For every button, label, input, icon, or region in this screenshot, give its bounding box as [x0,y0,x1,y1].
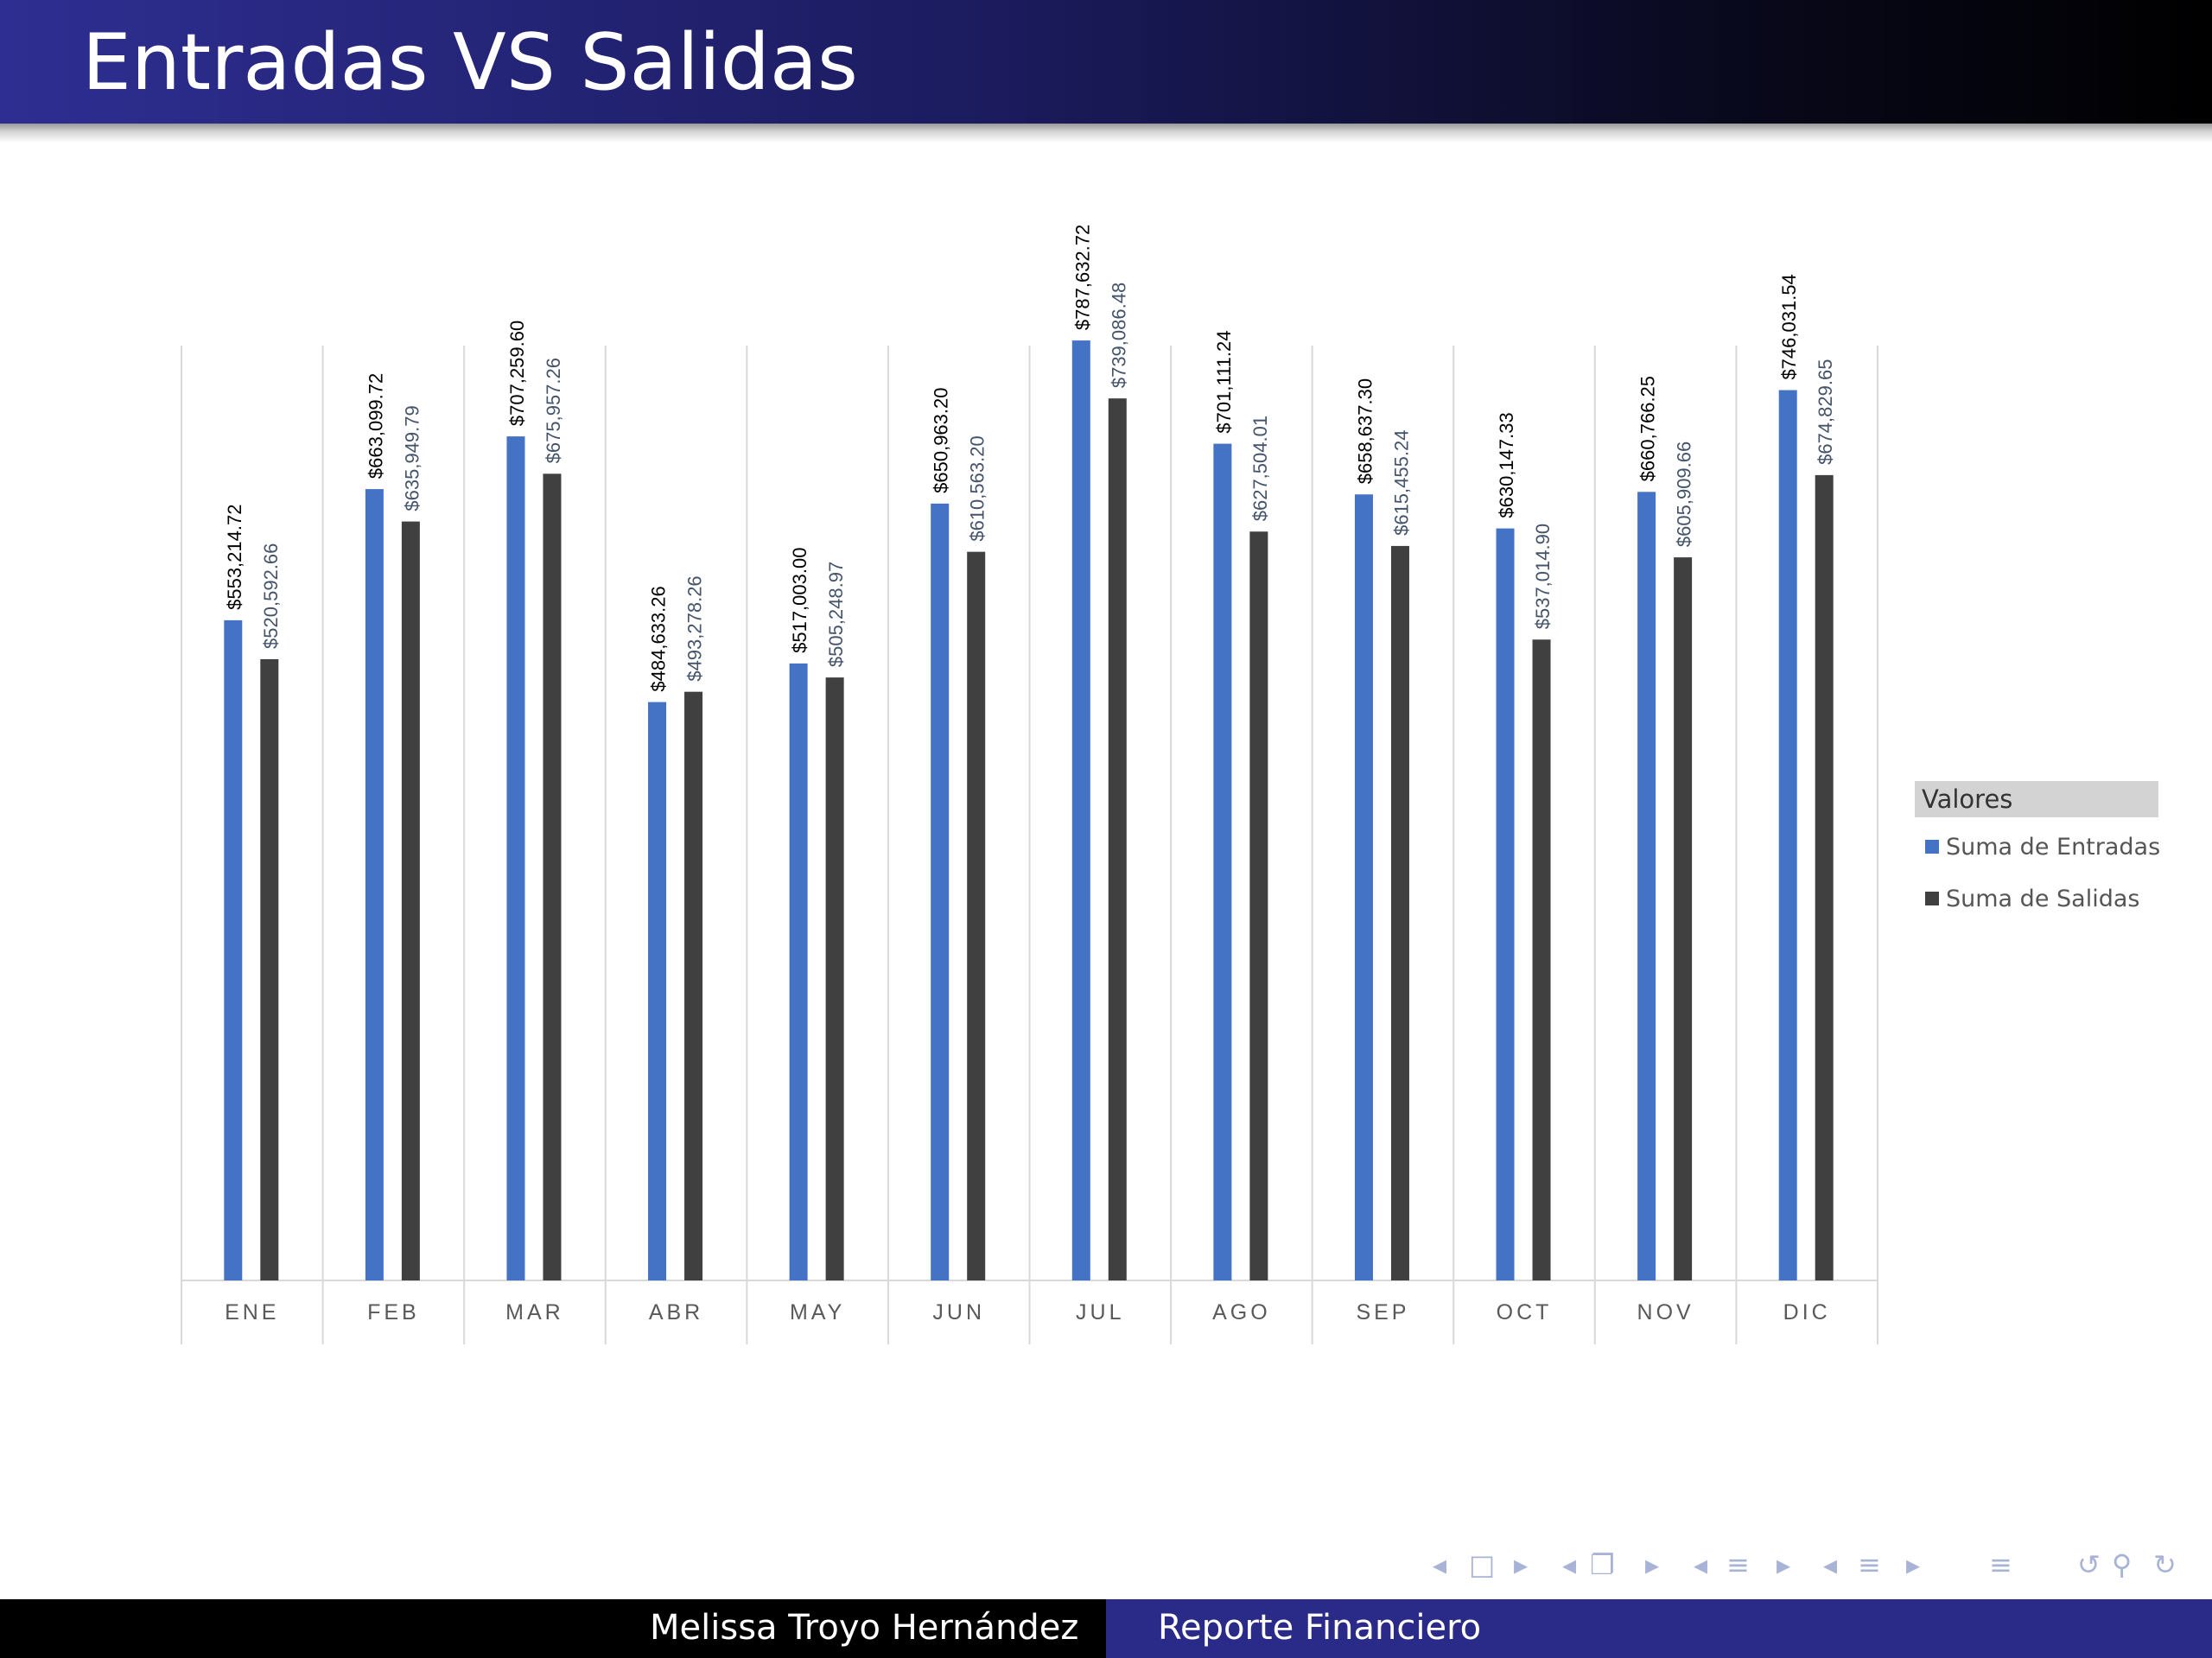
nav-prev-frame-icon[interactable]: ◂ [1433,1548,1447,1581]
x-tick-label: MAY [790,1300,845,1324]
data-label-entradas: $517,003.00 [789,548,810,653]
x-tick-label: DIC [1783,1300,1831,1324]
nav-prev-subsection-icon[interactable]: ◂ [1562,1548,1577,1581]
bar-salidas [1108,398,1127,1280]
data-label-entradas: $658,637.30 [1354,378,1376,484]
bar-entradas [1071,340,1090,1281]
data-label-entradas: $553,214.72 [224,505,245,610]
nav-prev-part-icon[interactable]: ◂ [1823,1548,1838,1581]
nav-align-icon[interactable]: ≡ [1989,1548,2012,1581]
legend-swatch-entradas [1925,840,1939,854]
bar-salidas [1390,545,1409,1280]
x-tick-label: NOV [1637,1300,1694,1324]
data-label-entradas: $787,632.72 [1071,225,1093,330]
nav-frame-icon[interactable]: □ [1469,1548,1496,1581]
legend-label-entradas: Suma de Entradas [1946,833,2161,861]
legend-label-salidas: Suma de Salidas [1946,885,2140,912]
legend-title: Valores [1922,785,2013,814]
legend-swatch-salidas [1925,892,1939,905]
slide-title: Entradas VS Salidas [82,17,858,108]
data-label-entradas: $660,766.25 [1637,376,1659,481]
undo-icon[interactable]: ↺ [2077,1548,2101,1581]
footer-report-bar: Reporte Financiero [1106,1599,2212,1658]
legend-item-salidas: Suma de Salidas [1925,883,2139,914]
title-bar: Entradas VS Salidas [0,0,2212,124]
bar-entradas [365,489,384,1280]
bar-salidas [1674,557,1693,1280]
x-tick-label: FEB [367,1300,420,1324]
nav-prev-section-icon[interactable]: ◂ [1694,1548,1708,1581]
data-label-salidas: $627,504.01 [1249,416,1271,521]
data-label-entradas: $663,099.72 [365,373,386,479]
legend-title-box: Valores [1915,781,2158,817]
bar-entradas [506,436,525,1281]
footer-author-bar: Melissa Troyo Hernández [0,1599,1106,1658]
data-label-entradas: $630,147.33 [1496,412,1517,518]
data-label-entradas: $707,259.60 [506,321,528,426]
nav-next-section-icon[interactable]: ▸ [1777,1548,1791,1581]
bar-salidas [1532,639,1551,1280]
nav-section-icon[interactable]: ≡ [1726,1548,1750,1581]
data-label-salidas: $505,248.97 [825,562,847,667]
bar-entradas [224,619,243,1280]
data-label-entradas: $701,111.24 [1213,331,1235,434]
title-bar-shadow [0,124,2212,143]
nav-next-frame-icon[interactable]: ▸ [1514,1548,1529,1581]
bar-entradas [648,702,667,1280]
bar-entradas [1637,492,1656,1280]
bar-salidas [260,658,279,1280]
bar-salidas [1249,531,1268,1280]
bar-salidas [684,691,703,1280]
data-label-salidas: $537,014.90 [1532,524,1554,629]
footer-report: Reporte Financiero [1158,1608,1482,1648]
data-label-salidas: $739,086.48 [1108,283,1129,388]
x-tick-label: ENE [225,1300,279,1324]
bar-salidas [401,521,420,1280]
bar-salidas [543,473,562,1280]
x-tick-label: OCT [1497,1300,1553,1324]
nav-next-part-icon[interactable]: ▸ [1906,1548,1921,1581]
data-label-salidas: $615,455.24 [1390,430,1412,536]
x-tick-label: JUN [932,1300,985,1324]
data-label-entradas: $650,963.20 [931,388,952,493]
x-tick-label: JUL [1076,1300,1124,1324]
bar-entradas [1354,494,1373,1280]
x-tick-label: AGO [1212,1300,1271,1324]
nav-next-subsection-icon[interactable]: ▸ [1645,1548,1660,1581]
data-label-salidas: $493,278.26 [684,575,706,681]
data-label-entradas: $746,031.54 [1778,274,1800,379]
data-label-salidas: $610,563.20 [967,435,988,541]
bar-salidas [1815,474,1834,1280]
data-label-salidas: $674,829.65 [1815,359,1836,465]
bar-salidas [967,551,986,1280]
bar-salidas [825,677,844,1280]
nav-subsection-icon[interactable]: ❐ [1590,1548,1615,1581]
legend-item-entradas: Suma de Entradas [1925,831,2160,862]
nav-part-icon[interactable]: ≡ [1858,1548,1881,1581]
bar-entradas [1213,443,1232,1280]
bar-entradas [789,663,808,1280]
x-tick-label: MAR [505,1300,564,1324]
bar-entradas [1778,390,1797,1280]
bar-entradas [931,503,950,1280]
data-label-salidas: $605,909.66 [1674,441,1695,547]
data-label-salidas: $635,949.79 [401,405,423,511]
data-label-salidas: $675,957.26 [543,358,564,463]
x-tick-label: ABR [649,1300,703,1324]
data-label-salidas: $520,592.66 [260,543,282,649]
footer-author: Melissa Troyo Hernández [650,1608,1079,1648]
data-label-entradas: $484,633.26 [648,586,670,691]
x-tick-label: SEP [1356,1300,1409,1324]
search-icon[interactable]: ⚲ [2112,1548,2133,1581]
redo-icon[interactable]: ↻ [2153,1548,2177,1581]
bar-entradas [1496,528,1515,1280]
